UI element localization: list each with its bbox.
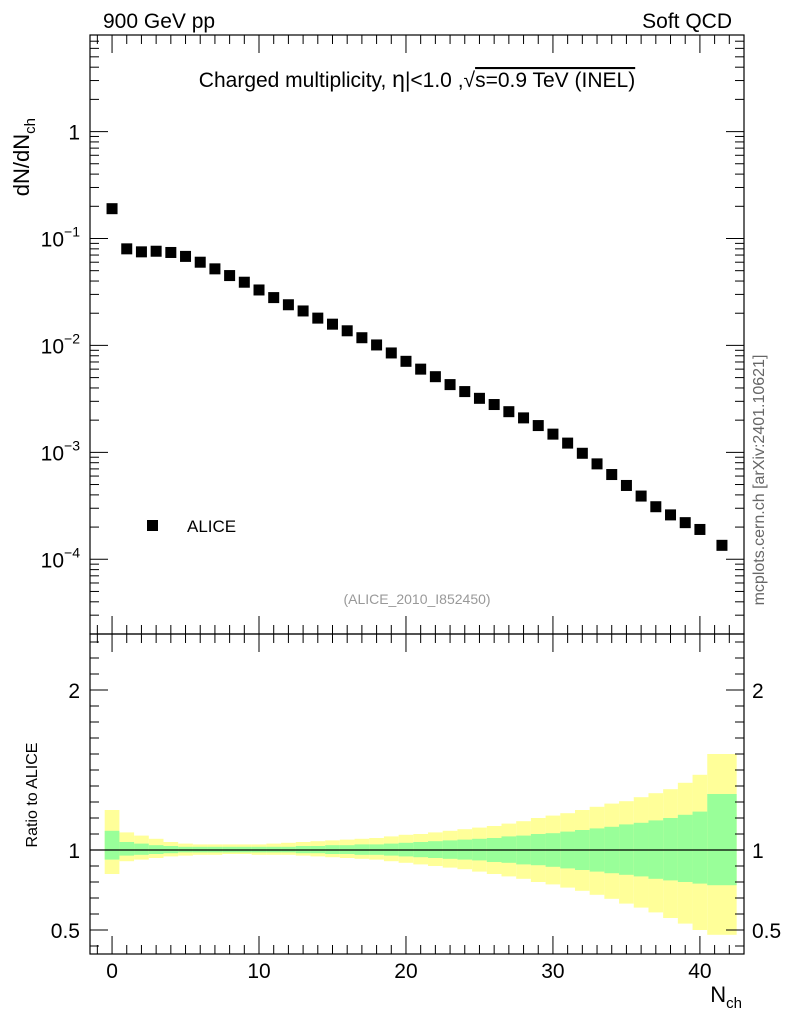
data-point [415, 363, 427, 375]
ratio-frame [89, 633, 745, 955]
data-point [209, 263, 221, 275]
data-point [488, 399, 500, 411]
main-y-tick-label: 10−3 [41, 437, 81, 465]
watermark: mcplots.cern.ch [arXiv:2401.10621] [751, 355, 768, 606]
title-s-value: s=0.9 TeV (INEL) [475, 69, 635, 92]
data-point [635, 490, 647, 502]
data-point [297, 305, 309, 317]
data-point [106, 203, 118, 215]
ratio-y-tick-label-left: 2 [68, 680, 80, 703]
data-point [326, 318, 338, 330]
x-tick-label: 10 [247, 960, 270, 983]
header-right: Soft QCD [642, 10, 732, 33]
x-tick-label: 20 [394, 960, 417, 983]
main-y-axis-label: dN/dNch [9, 118, 39, 196]
x-axis-label: Nch [710, 982, 742, 1012]
legend: ALICE [147, 517, 236, 536]
data-point [547, 428, 559, 440]
data-point [679, 517, 691, 529]
title-prefix: Charged multiplicity, [199, 69, 392, 92]
legend-marker [147, 520, 158, 531]
data-point [194, 256, 206, 268]
title-eta-cut: |<1.0 , [405, 69, 464, 92]
data-point [268, 292, 280, 304]
data-point [224, 270, 236, 282]
plot-title: Charged multiplicity, η|<1.0 ,√s=0.9 TeV… [199, 66, 635, 92]
ratio-y-tick-label-right: 2 [752, 680, 764, 703]
x-tick-label: 30 [541, 960, 564, 983]
title-eta: η [392, 66, 405, 92]
data-point [385, 347, 397, 359]
data-point [591, 458, 603, 470]
data-point [576, 447, 588, 459]
data-point [650, 501, 662, 513]
uncertainty-band-bin [692, 811, 708, 884]
ratio-panel: 0 10 20 30 40 0.5 0.5 1 1 2 2 [51, 633, 781, 983]
data-point [253, 284, 265, 296]
uncertainty-band-bin [104, 830, 120, 860]
data-point [473, 392, 485, 404]
data-point [135, 246, 147, 258]
data-point [180, 250, 192, 262]
ratio-y-tick-label-right: 0.5 [752, 920, 781, 943]
analysis-label: (ALICE_2010_I852450) [343, 591, 490, 607]
data-points [106, 203, 728, 551]
data-point [429, 371, 441, 383]
data-point [518, 412, 530, 424]
data-point [459, 386, 471, 398]
uncertainty-band-bin [663, 818, 678, 881]
uncertainty-band-bin [677, 814, 693, 882]
data-point [606, 469, 618, 481]
header-left: 900 GeV pp [103, 10, 215, 33]
uncertainty-band-bin [134, 843, 149, 855]
data-point [562, 437, 574, 449]
main-axis-ticks: 1 10−1 10−2 10−3 10−4 [41, 34, 744, 635]
uncertainty-band-bin [707, 794, 737, 886]
data-point [356, 332, 368, 344]
main-y-tick-label: 10−4 [41, 544, 81, 572]
data-point [665, 509, 677, 521]
ratio-axis-ticks: 0 10 20 30 40 0.5 0.5 1 1 2 2 [51, 634, 781, 983]
data-point [503, 406, 515, 418]
data-point [121, 243, 133, 255]
data-point [716, 539, 728, 551]
data-point [341, 325, 353, 337]
main-y-tick-label: 10−2 [41, 330, 81, 358]
uncertainty-band-bin [119, 842, 135, 856]
data-point [444, 379, 456, 391]
legend-label: ALICE [187, 517, 236, 536]
data-point [312, 312, 324, 324]
main-panel: 1 10−1 10−2 10−3 10−4 [41, 34, 745, 635]
data-point [282, 299, 294, 311]
main-y-tick-label: 10−1 [41, 223, 81, 251]
title-sqrt: √ [464, 69, 476, 92]
data-point [150, 245, 162, 257]
ratio-y-axis-label: Ratio to ALICE [24, 743, 41, 848]
data-point [165, 246, 177, 258]
x-tick-label: 0 [106, 960, 118, 983]
ratio-y-tick-label-left: 1 [68, 840, 80, 863]
data-point [371, 339, 383, 351]
data-point [238, 276, 250, 288]
x-tick-label: 40 [688, 960, 711, 983]
uncertainty-bands [104, 754, 737, 935]
data-point [620, 479, 632, 491]
data-point [400, 355, 412, 367]
data-point [532, 420, 544, 432]
main-y-tick-label: 1 [68, 122, 80, 145]
data-point [694, 523, 706, 535]
ratio-y-tick-label-right: 1 [752, 840, 764, 863]
main-frame [89, 34, 745, 635]
ratio-y-tick-label-left: 0.5 [51, 920, 80, 943]
